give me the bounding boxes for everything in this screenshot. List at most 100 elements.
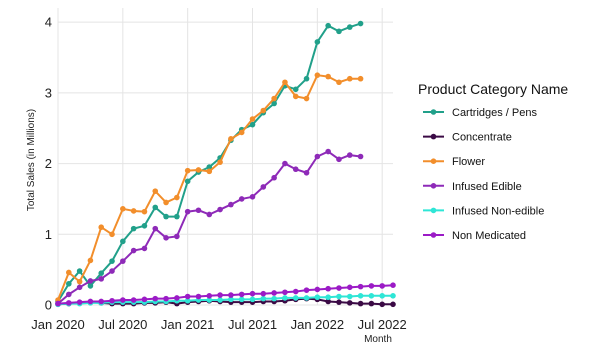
- data-point: [249, 290, 256, 297]
- data-point: [314, 72, 321, 78]
- data-point: [249, 296, 256, 303]
- data-point: [336, 156, 342, 163]
- series-layer: [55, 20, 396, 308]
- data-point: [206, 293, 213, 299]
- data-point: [238, 296, 245, 303]
- data-point: [109, 258, 115, 264]
- data-point: [228, 296, 234, 303]
- data-point: [163, 295, 169, 302]
- data-point: [260, 107, 267, 114]
- data-point: [206, 164, 213, 170]
- data-point: [379, 293, 385, 299]
- data-point: [357, 20, 364, 27]
- data-point: [152, 295, 159, 302]
- data-point: [346, 24, 353, 30]
- data-point: [325, 285, 331, 292]
- data-point: [120, 238, 126, 245]
- series-flower: [55, 72, 364, 303]
- data-point: [390, 293, 396, 299]
- x-axis-title: Month: [364, 334, 392, 345]
- data-point: [346, 284, 353, 291]
- data-point: [184, 293, 191, 300]
- data-point: [184, 167, 191, 174]
- data-point: [120, 297, 126, 303]
- y-tick-label: 3: [45, 85, 52, 100]
- legend-label: Infused Edible: [452, 181, 522, 193]
- data-point: [152, 225, 159, 232]
- data-point: [76, 299, 83, 305]
- data-point: [130, 208, 137, 214]
- data-point: [260, 295, 267, 302]
- data-point: [357, 153, 364, 160]
- data-point: [325, 148, 331, 155]
- y-tick-label: 4: [45, 15, 52, 30]
- data-point: [130, 247, 137, 254]
- data-point: [346, 75, 353, 82]
- data-point: [184, 297, 191, 304]
- data-point: [271, 100, 277, 107]
- data-point: [76, 278, 83, 285]
- data-point: [163, 199, 169, 206]
- data-point: [336, 293, 342, 300]
- data-point: [76, 284, 83, 291]
- data-point: [346, 293, 353, 300]
- data-point: [87, 278, 94, 284]
- y-tick-label: 0: [45, 298, 52, 313]
- legend-label: Infused Non-edible: [452, 205, 544, 217]
- data-point: [87, 298, 94, 305]
- data-point: [303, 295, 310, 301]
- data-point: [98, 298, 105, 305]
- data-point: [271, 295, 277, 302]
- data-point: [292, 288, 299, 295]
- legend-label: Concentrate: [452, 132, 512, 144]
- series-infused-edible: [55, 148, 364, 307]
- series-line: [57, 74, 361, 301]
- data-point: [314, 153, 321, 160]
- data-point: [98, 276, 105, 282]
- data-point: [314, 294, 321, 301]
- series-non-medicated: [55, 282, 396, 307]
- data-point: [325, 294, 331, 301]
- data-point: [109, 297, 115, 304]
- data-point: [303, 95, 310, 102]
- data-point: [163, 213, 169, 220]
- data-point: [390, 301, 396, 308]
- data-point: [379, 301, 385, 308]
- data-point: [66, 280, 72, 287]
- legend-item-concentrate: Concentrate: [423, 132, 512, 144]
- data-point: [217, 292, 223, 298]
- data-point: [184, 178, 191, 185]
- data-point: [195, 293, 202, 300]
- data-point: [282, 289, 288, 296]
- legend-title: Product Category Name: [418, 81, 568, 97]
- x-tick-label: Jul 2022: [358, 317, 407, 332]
- y-tick-label: 2: [45, 156, 52, 171]
- data-point: [357, 293, 364, 299]
- x-tick-label: Jan 2020: [31, 317, 85, 332]
- data-point: [314, 286, 321, 293]
- legend-key-point: [430, 207, 437, 214]
- data-point: [228, 292, 234, 298]
- data-point: [325, 73, 331, 80]
- data-point: [55, 300, 61, 307]
- data-point: [303, 169, 310, 176]
- legend-item-flower: Flower: [423, 156, 485, 168]
- data-point: [368, 300, 375, 307]
- data-point: [271, 174, 277, 181]
- legend-key-point: [430, 109, 437, 115]
- data-point: [66, 291, 72, 298]
- x-tick-label: Jan 2022: [291, 317, 345, 332]
- data-point: [368, 293, 375, 299]
- data-point: [238, 291, 245, 298]
- data-point: [141, 245, 148, 252]
- data-point: [76, 268, 83, 274]
- legend-label: Flower: [452, 156, 485, 168]
- legend-item-non-medicated: Non Medicated: [423, 230, 526, 242]
- data-point: [120, 206, 126, 212]
- data-point: [141, 223, 148, 229]
- data-point: [390, 282, 396, 289]
- legend-key-point: [430, 232, 437, 238]
- data-point: [357, 300, 364, 307]
- legend-key-point: [430, 158, 437, 164]
- legend-key-point: [430, 133, 437, 140]
